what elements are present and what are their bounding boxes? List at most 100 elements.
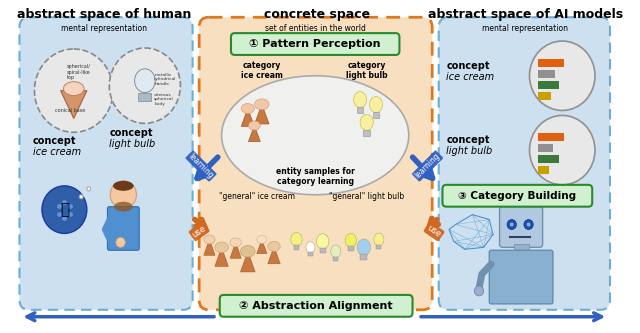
Ellipse shape — [257, 235, 267, 243]
Circle shape — [109, 48, 180, 123]
Polygon shape — [248, 126, 260, 142]
Bar — [294, 245, 300, 250]
Bar — [538, 92, 551, 100]
Text: metallic
cylindrical
handle: metallic cylindrical handle — [154, 73, 177, 86]
FancyBboxPatch shape — [199, 17, 432, 310]
Text: set of entities in the world: set of entities in the world — [265, 24, 365, 33]
Ellipse shape — [255, 99, 269, 110]
FancyBboxPatch shape — [108, 207, 140, 250]
FancyBboxPatch shape — [439, 17, 610, 310]
Text: light bulb: light bulb — [446, 146, 492, 156]
Text: "general" ice cream: "general" ice cream — [219, 192, 295, 201]
FancyBboxPatch shape — [231, 33, 399, 55]
Bar — [538, 166, 549, 174]
Text: spherical/
spiral-like
top: spherical/ spiral-like top — [67, 64, 91, 81]
Circle shape — [510, 222, 514, 226]
Text: entity samples for
category learning: entity samples for category learning — [276, 167, 355, 186]
Text: category
light bulb: category light bulb — [346, 61, 387, 80]
Circle shape — [87, 187, 91, 191]
Ellipse shape — [204, 235, 215, 244]
Text: vitreous
spherical
body: vitreous spherical body — [154, 93, 174, 106]
Polygon shape — [255, 104, 269, 124]
Circle shape — [35, 49, 113, 132]
Ellipse shape — [241, 104, 254, 114]
Circle shape — [507, 219, 516, 229]
Bar — [138, 93, 152, 101]
Text: ice cream: ice cream — [33, 147, 81, 157]
Ellipse shape — [134, 69, 155, 93]
Ellipse shape — [317, 234, 329, 249]
Bar — [538, 155, 559, 163]
Ellipse shape — [291, 232, 302, 246]
Ellipse shape — [241, 245, 255, 257]
Text: concept: concept — [33, 136, 76, 146]
Circle shape — [524, 219, 533, 229]
Circle shape — [529, 41, 595, 111]
Polygon shape — [61, 91, 87, 119]
Circle shape — [529, 116, 595, 185]
Text: ③ Category Building: ③ Category Building — [458, 191, 577, 201]
Bar — [364, 130, 370, 136]
Text: learning: learning — [187, 152, 216, 180]
Bar — [308, 252, 313, 256]
Bar — [538, 133, 564, 141]
Polygon shape — [241, 251, 255, 272]
Circle shape — [116, 237, 125, 247]
Text: concrete space: concrete space — [264, 8, 370, 21]
Bar — [360, 254, 367, 260]
Bar — [319, 248, 326, 253]
Text: abstract space of human: abstract space of human — [17, 8, 191, 21]
Text: learning: learning — [413, 152, 442, 180]
Text: mental representation: mental representation — [482, 24, 568, 33]
Bar — [357, 108, 364, 114]
Text: light bulb: light bulb — [109, 139, 156, 149]
Ellipse shape — [331, 245, 341, 257]
FancyBboxPatch shape — [19, 17, 193, 310]
Text: category
ice cream: category ice cream — [241, 61, 283, 80]
Circle shape — [110, 181, 136, 209]
Circle shape — [79, 195, 83, 199]
Polygon shape — [230, 242, 241, 258]
Text: use: use — [426, 223, 443, 239]
Ellipse shape — [248, 121, 260, 130]
FancyBboxPatch shape — [500, 207, 543, 247]
Text: use: use — [191, 223, 208, 239]
Text: concept: concept — [109, 128, 153, 138]
Text: 🧠: 🧠 — [60, 202, 69, 217]
Circle shape — [42, 186, 87, 233]
Ellipse shape — [357, 239, 371, 256]
Bar — [538, 59, 564, 67]
Ellipse shape — [306, 242, 315, 253]
Circle shape — [527, 222, 531, 226]
Polygon shape — [204, 239, 215, 255]
Ellipse shape — [221, 76, 409, 195]
Ellipse shape — [345, 233, 356, 247]
Bar — [372, 113, 380, 119]
Ellipse shape — [353, 92, 367, 108]
Ellipse shape — [114, 202, 132, 211]
Bar — [348, 246, 353, 251]
Circle shape — [474, 286, 484, 296]
Ellipse shape — [230, 238, 241, 247]
Bar — [538, 70, 555, 78]
Polygon shape — [241, 109, 254, 126]
Ellipse shape — [268, 241, 280, 251]
Ellipse shape — [374, 233, 384, 246]
Polygon shape — [215, 247, 228, 266]
Ellipse shape — [360, 115, 373, 130]
Text: conical base: conical base — [55, 109, 85, 114]
Text: abstract space of AI models: abstract space of AI models — [428, 8, 623, 21]
Text: ② Abstraction Alignment: ② Abstraction Alignment — [239, 301, 393, 311]
FancyBboxPatch shape — [489, 250, 553, 304]
Polygon shape — [268, 246, 280, 264]
Ellipse shape — [215, 242, 228, 253]
Bar — [514, 244, 529, 252]
Text: concept: concept — [446, 135, 490, 145]
FancyBboxPatch shape — [442, 185, 592, 207]
Text: mental representation: mental representation — [61, 24, 147, 33]
Text: "general" light bulb: "general" light bulb — [329, 192, 404, 201]
Bar — [376, 245, 381, 249]
Bar — [538, 81, 559, 89]
Text: concept: concept — [446, 61, 490, 71]
Polygon shape — [257, 239, 267, 254]
